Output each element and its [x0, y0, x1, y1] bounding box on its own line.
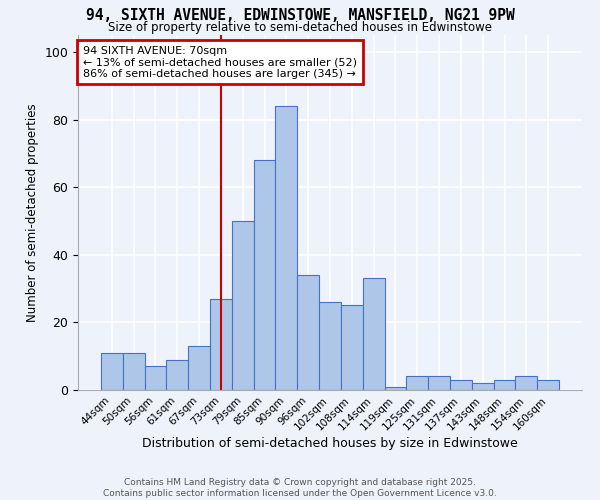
- Bar: [188, 346, 210, 390]
- Bar: [145, 366, 166, 390]
- Bar: [341, 306, 363, 390]
- Text: Size of property relative to semi-detached houses in Edwinstowe: Size of property relative to semi-detach…: [108, 22, 492, 35]
- Bar: [406, 376, 428, 390]
- Bar: [363, 278, 385, 390]
- Bar: [494, 380, 515, 390]
- Bar: [537, 380, 559, 390]
- X-axis label: Distribution of semi-detached houses by size in Edwinstowe: Distribution of semi-detached houses by …: [142, 438, 518, 450]
- Bar: [232, 221, 254, 390]
- Y-axis label: Number of semi-detached properties: Number of semi-detached properties: [26, 103, 39, 322]
- Text: 94, SIXTH AVENUE, EDWINSTOWE, MANSFIELD, NG21 9PW: 94, SIXTH AVENUE, EDWINSTOWE, MANSFIELD,…: [86, 8, 514, 22]
- Bar: [210, 298, 232, 390]
- Bar: [450, 380, 472, 390]
- Bar: [385, 386, 406, 390]
- Bar: [319, 302, 341, 390]
- Bar: [428, 376, 450, 390]
- Text: Contains HM Land Registry data © Crown copyright and database right 2025.
Contai: Contains HM Land Registry data © Crown c…: [103, 478, 497, 498]
- Bar: [515, 376, 537, 390]
- Bar: [472, 383, 494, 390]
- Bar: [166, 360, 188, 390]
- Bar: [297, 275, 319, 390]
- Bar: [254, 160, 275, 390]
- Bar: [123, 353, 145, 390]
- Bar: [101, 353, 123, 390]
- Text: 94 SIXTH AVENUE: 70sqm
← 13% of semi-detached houses are smaller (52)
86% of sem: 94 SIXTH AVENUE: 70sqm ← 13% of semi-det…: [83, 46, 357, 79]
- Bar: [275, 106, 297, 390]
